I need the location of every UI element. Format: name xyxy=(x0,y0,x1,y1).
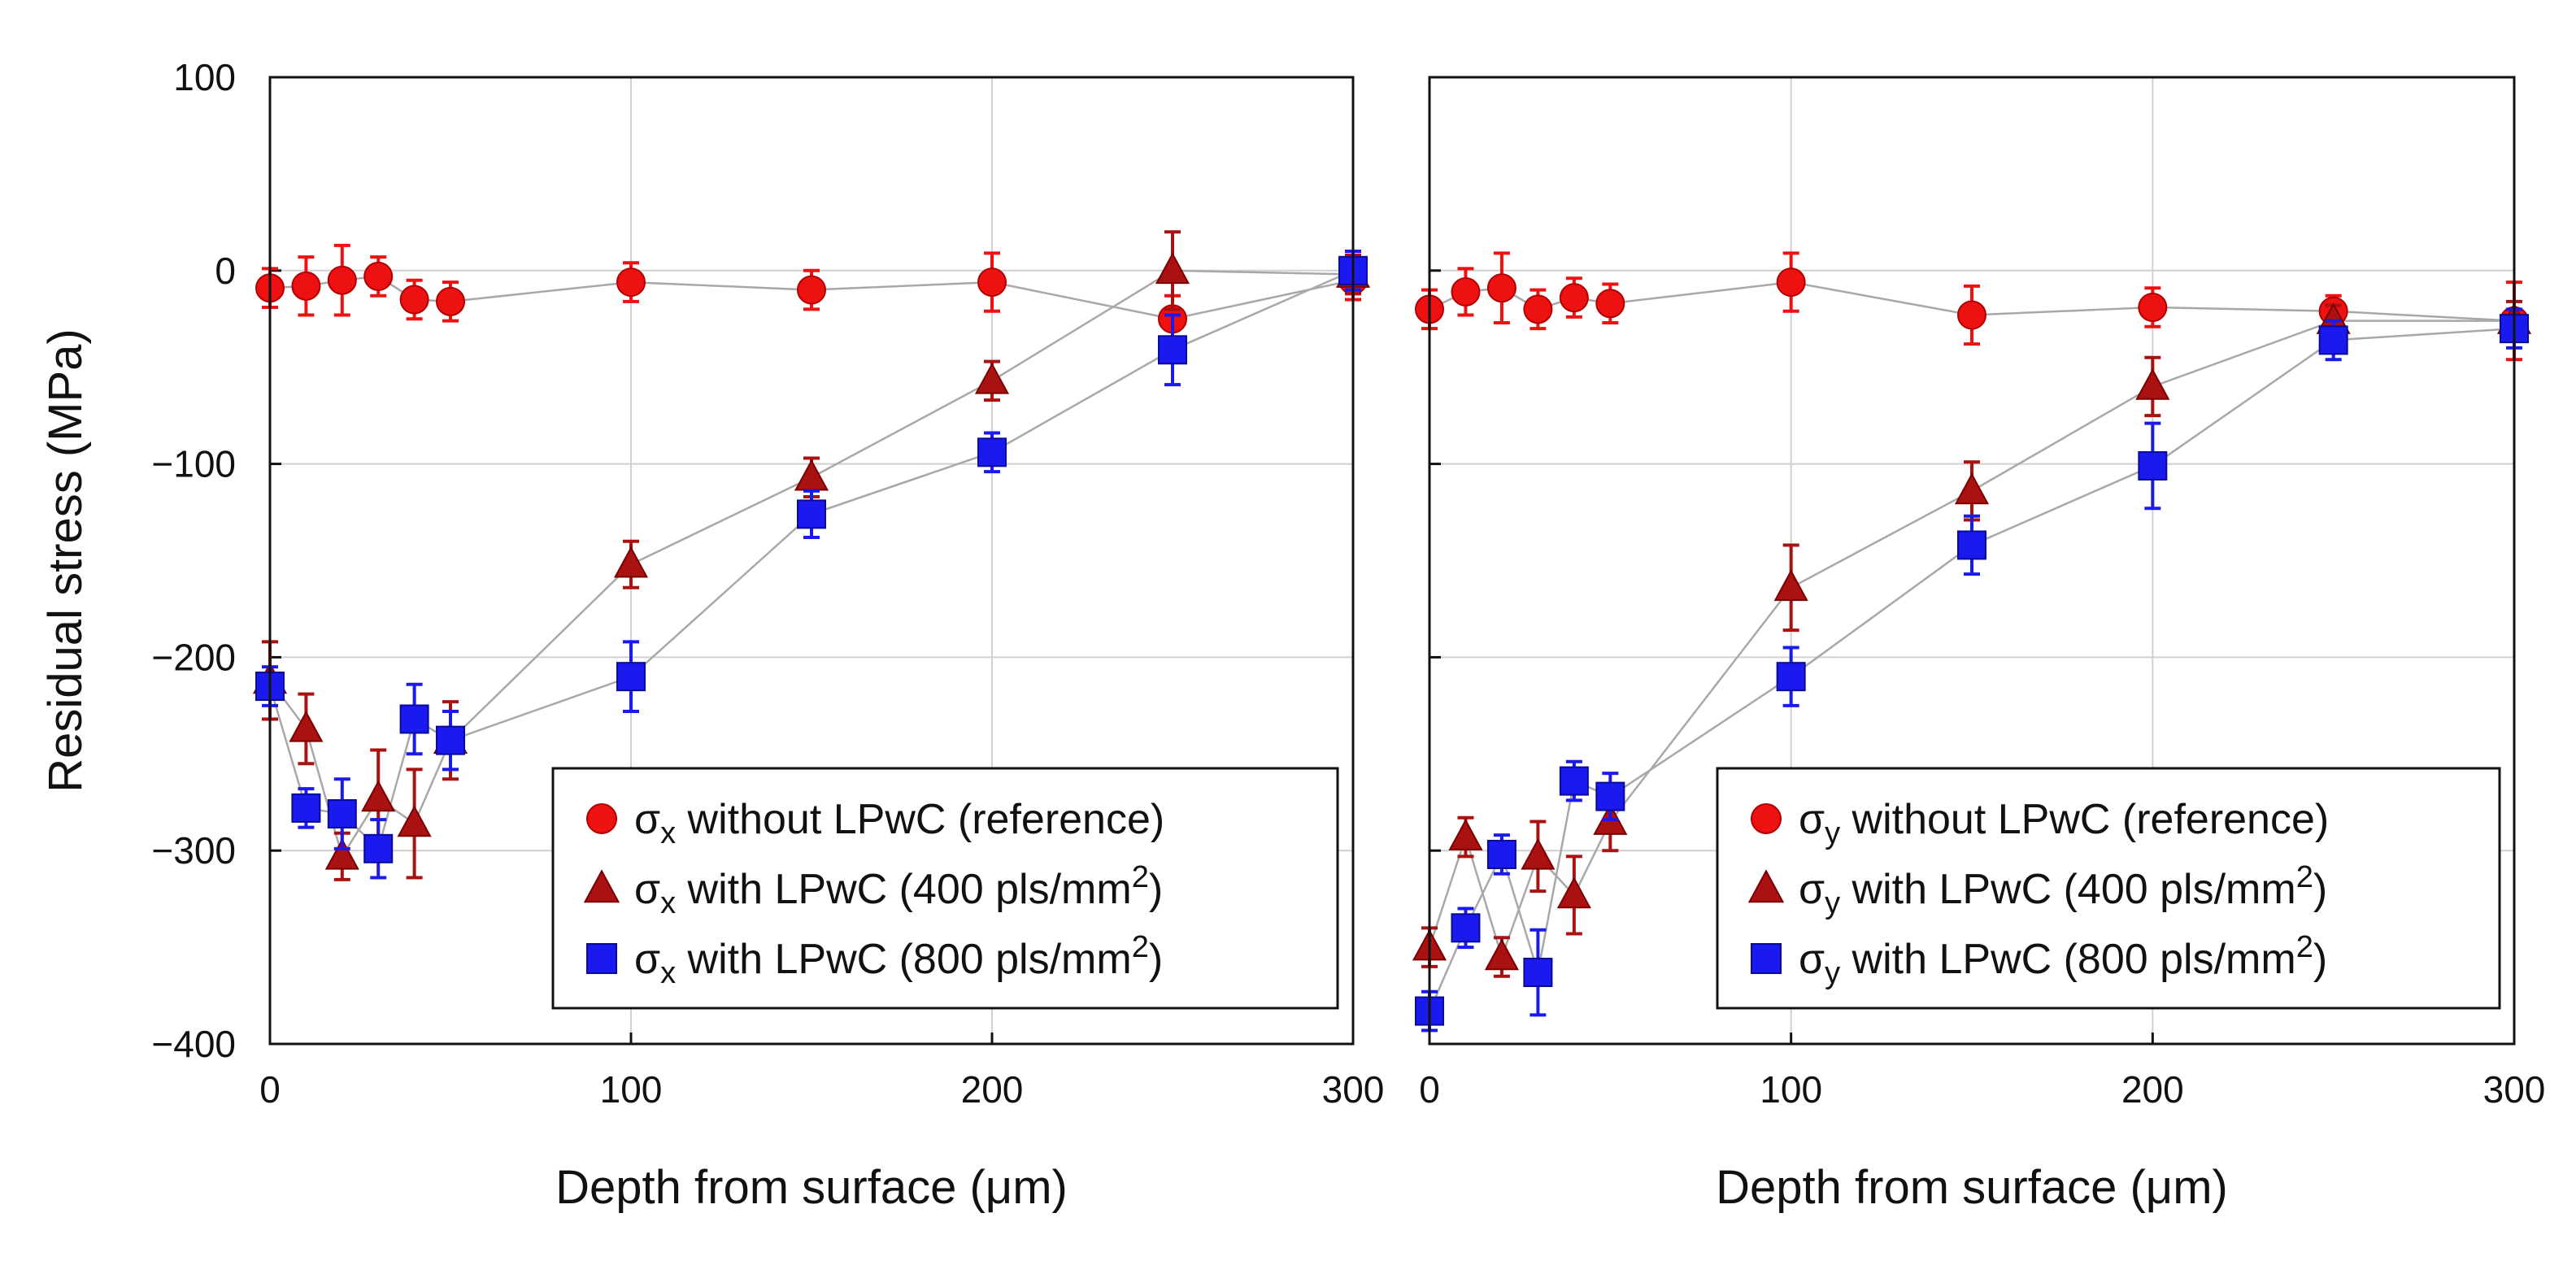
data-point-triangle xyxy=(1155,252,1190,285)
legend-marker-circle xyxy=(586,803,617,834)
x-axis-title: Depth from surface (μm) xyxy=(1716,1161,2228,1214)
data-point-square xyxy=(2318,325,2348,355)
data-point-square xyxy=(1451,913,1481,943)
legend: σx without LPwC (reference) σx with LPwC … xyxy=(551,767,1339,1010)
data-point-triangle xyxy=(1484,938,1519,971)
plot-frame xyxy=(1428,76,2516,1046)
y-tick-label: −400 xyxy=(151,1023,236,1065)
x-axis-title: Depth from surface (μm) xyxy=(555,1161,1068,1214)
data-point-circle xyxy=(2138,292,2168,322)
legend-marker-triangle xyxy=(583,869,620,903)
data-point-square xyxy=(327,799,357,829)
data-point-circle xyxy=(399,285,429,315)
data-point-square xyxy=(1776,662,1806,692)
chart-panel-left: 0 100 200 300 100 0 −100 −200 −300 −400 Depth from… xyxy=(39,56,1384,1214)
x-tick-label: 200 xyxy=(2121,1068,2184,1111)
data-point-triangle xyxy=(1448,819,1483,850)
data-point-triangle xyxy=(974,362,1010,394)
x-tick-label: 0 xyxy=(259,1068,281,1111)
data-point-circle xyxy=(1957,300,1986,330)
data-point-square xyxy=(291,793,321,823)
data-point-circle xyxy=(1486,273,1516,303)
data-point-circle xyxy=(1595,289,1625,319)
data-point-circle xyxy=(797,275,826,305)
data-point-triangle xyxy=(361,780,396,812)
legend-entry: σx without LPwC (reference) xyxy=(634,796,1164,850)
legend-box xyxy=(551,767,1339,1010)
data-point-triangle xyxy=(2135,367,2170,400)
legend-entry: σx with LPwC (400 pls/mm2) xyxy=(634,860,1163,920)
y-axis-title: Residual stress (MPa) xyxy=(39,328,92,792)
y-tick-label: −200 xyxy=(151,636,236,678)
legend: σy without LPwC (reference) σy with LPwC … xyxy=(1716,767,2501,1010)
x-tick-label: 300 xyxy=(2483,1068,2546,1111)
chart-panel-right: 0 100 200 300 Depth from surface (μm) σy with… xyxy=(1412,76,2546,1214)
legend-marker-circle xyxy=(1751,803,1782,834)
data-point-square xyxy=(1486,839,1516,869)
data-point-circle xyxy=(977,267,1007,298)
y-tick-label: −100 xyxy=(151,443,236,485)
data-point-circle xyxy=(1776,267,1806,298)
data-point-square xyxy=(2138,450,2168,480)
data-point-circle xyxy=(616,267,646,298)
x-tick-label: 300 xyxy=(1322,1068,1385,1111)
x-tick-label: 100 xyxy=(1760,1068,1822,1111)
legend-marker-square xyxy=(1751,943,1782,974)
data-point-square xyxy=(1559,766,1589,796)
legend-marker-triangle xyxy=(1747,869,1785,903)
data-point-circle xyxy=(327,265,357,295)
x-tick-label: 0 xyxy=(1419,1068,1440,1111)
legend-entry: σx with LPwC (800 pls/mm2) xyxy=(634,930,1163,990)
data-point-triangle xyxy=(794,459,829,491)
data-point-circle xyxy=(436,286,465,316)
data-point-square xyxy=(1158,335,1187,365)
data-point-square xyxy=(436,725,465,755)
data-point-square xyxy=(399,704,429,734)
data-point-triangle xyxy=(324,837,359,870)
data-point-square xyxy=(797,499,826,529)
x-tick-label: 200 xyxy=(961,1068,1024,1111)
data-point-square xyxy=(1595,781,1625,811)
legend-marker-square xyxy=(586,943,617,974)
data-point-circle xyxy=(291,271,321,301)
data-point-triangle xyxy=(1773,569,1808,602)
data-point-circle xyxy=(1523,294,1553,324)
data-point-circle xyxy=(363,261,394,291)
legend-entry: σy without LPwC (reference) xyxy=(1799,796,2329,850)
data-point-triangle xyxy=(1954,472,1990,505)
legend-entry: σy with LPwC (800 pls/mm2) xyxy=(1799,930,2327,990)
data-point-triangle xyxy=(397,805,432,837)
y-tick-label: −300 xyxy=(151,829,236,872)
data-point-circle xyxy=(1559,283,1589,313)
x-tick-label: 100 xyxy=(600,1068,663,1111)
plot-frame xyxy=(268,76,1355,1046)
data-point-triangle xyxy=(1521,837,1556,870)
data-point-square xyxy=(977,437,1007,467)
data-point-triangle xyxy=(613,546,649,578)
data-point-triangle xyxy=(289,710,324,742)
data-point-square xyxy=(616,662,646,692)
data-point-circle xyxy=(1451,276,1481,307)
legend-entry: σy with LPwC (400 pls/mm2) xyxy=(1799,860,2327,920)
data-point-triangle xyxy=(1556,876,1591,909)
data-point-square xyxy=(1523,958,1553,988)
legend-box xyxy=(1716,767,2501,1010)
data-point-square xyxy=(1957,530,1986,560)
y-tick-label: 100 xyxy=(173,56,236,98)
y-tick-label: 0 xyxy=(215,250,236,292)
series-line xyxy=(268,269,1354,851)
data-point-square xyxy=(363,833,394,863)
